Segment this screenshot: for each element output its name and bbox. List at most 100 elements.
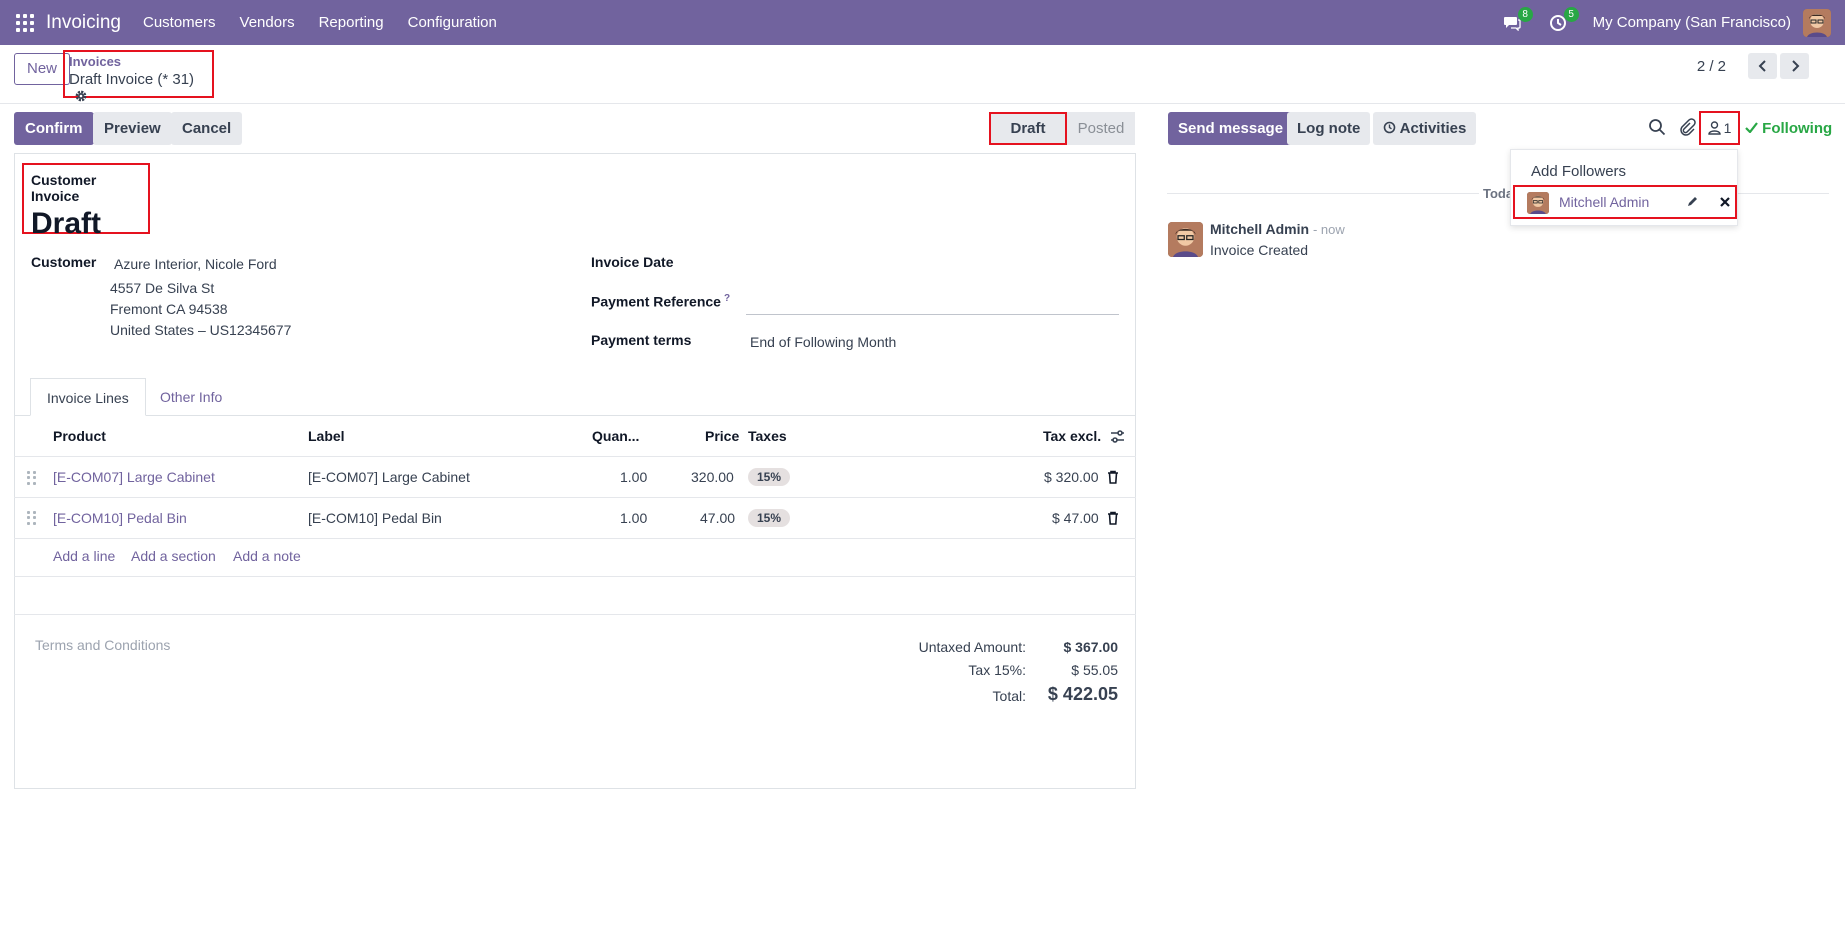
menu-customers[interactable]: Customers [143, 14, 216, 31]
tab-invoice-lines[interactable]: Invoice Lines [30, 378, 146, 416]
app-name[interactable]: Invoicing [46, 11, 121, 33]
table-header-divider [14, 456, 1136, 457]
column-label[interactable]: Label [308, 428, 345, 444]
payment-terms-label: Payment terms [591, 332, 692, 348]
row1-quantity[interactable]: 1.00 [620, 469, 648, 485]
tax-value: $ 55.05 [1071, 662, 1118, 678]
invoice-type: Customer Invoice [31, 172, 97, 204]
followers-button[interactable]: 1 [1699, 111, 1740, 145]
pager-previous-button[interactable] [1748, 53, 1777, 79]
breadcrumb-invoices-link[interactable]: Invoices [69, 54, 122, 69]
activities-badge: 5 [1563, 6, 1579, 22]
add-section-link[interactable]: Add a section [131, 548, 216, 564]
tax-label: Tax 15%: [968, 662, 1026, 678]
follower-avatar [1527, 192, 1549, 214]
row1-product[interactable]: [E-COM07] Large Cabinet [53, 469, 215, 485]
customer-label: Customer [31, 254, 97, 270]
row2-tax-badge[interactable]: 15% [748, 509, 791, 527]
chevron-left-icon [1758, 60, 1766, 72]
menu-reporting[interactable]: Reporting [318, 14, 384, 31]
message-author[interactable]: Mitchell Admin - now [1210, 221, 1345, 237]
messages-icon[interactable]: 8 [1501, 6, 1533, 34]
column-quantity[interactable]: Quan... [592, 428, 640, 444]
paperclip-icon[interactable] [1678, 118, 1698, 138]
new-button[interactable]: New [14, 53, 71, 85]
row-divider [14, 497, 1136, 498]
terms-and-conditions-field[interactable]: Terms and Conditions [35, 637, 171, 653]
menu-configuration[interactable]: Configuration [407, 14, 497, 31]
user-icon [1707, 121, 1721, 135]
message-time: - now [1312, 222, 1345, 237]
help-tooltip-icon[interactable]: ? [723, 293, 731, 304]
pencil-icon[interactable] [1686, 195, 1700, 209]
gear-icon[interactable] [74, 89, 88, 103]
payment-reference-input[interactable] [746, 314, 1119, 315]
follower-item[interactable]: Mitchell Admin [1513, 185, 1737, 219]
check-icon [1745, 122, 1758, 134]
status-draft[interactable]: Draft [989, 112, 1067, 145]
menu-vendors[interactable]: Vendors [239, 14, 295, 31]
send-message-button[interactable]: Send message [1168, 112, 1294, 145]
row2-label[interactable]: [E-COM10] Pedal Bin [308, 510, 442, 526]
cancel-button[interactable]: Cancel [171, 112, 243, 145]
drag-handle-icon[interactable] [27, 511, 37, 525]
row2-trash-icon[interactable] [1107, 511, 1119, 525]
row2-price[interactable]: 47.00 [700, 510, 736, 526]
row2-product[interactable]: [E-COM10] Pedal Bin [53, 510, 187, 526]
followers-count: 1 [1723, 120, 1732, 136]
top-navbar: Invoicing Customers Vendors Reporting Co… [0, 0, 1845, 45]
row1-tax-badge[interactable]: 15% [748, 468, 791, 486]
activities-clock-icon[interactable]: 5 [1547, 6, 1579, 34]
customer-address-line2: Fremont CA 94538 [110, 301, 228, 317]
activities-button-label: Activities [1399, 120, 1467, 137]
messages-badge: 8 [1517, 6, 1533, 22]
row2-quantity[interactable]: 1.00 [620, 510, 648, 526]
untaxed-amount-label: Untaxed Amount: [918, 639, 1026, 655]
confirm-button[interactable]: Confirm [14, 112, 94, 145]
row2-subtotal: $ 47.00 [1052, 510, 1099, 526]
column-price[interactable]: Price [705, 428, 740, 444]
activities-button[interactable]: Activities [1373, 112, 1477, 145]
follower-name[interactable]: Mitchell Admin [1559, 194, 1650, 210]
add-note-link[interactable]: Add a note [233, 548, 301, 564]
clock-icon [1383, 121, 1396, 134]
row-divider [14, 614, 1136, 615]
close-icon[interactable] [1719, 195, 1733, 209]
breadcrumb: Invoices Draft Invoice (* 31) [63, 50, 214, 102]
user-avatar[interactable] [1803, 8, 1831, 37]
column-product[interactable]: Product [53, 428, 106, 444]
column-taxes[interactable]: Taxes [748, 428, 787, 444]
invoice-date-label: Invoice Date [591, 254, 674, 270]
add-line-link[interactable]: Add a line [53, 548, 116, 564]
notebook-tabs: Invoice Lines Other Info [14, 378, 1136, 416]
invoice-title: Customer Invoice Draft [22, 163, 150, 240]
apps-grid-icon[interactable] [16, 13, 34, 32]
search-icon[interactable] [1648, 118, 1668, 138]
control-panel: New Invoices Draft Invoice (* 31) 2 / 2 [0, 45, 1845, 104]
row1-trash-icon[interactable] [1107, 470, 1119, 484]
following-toggle[interactable]: Following [1745, 120, 1832, 137]
payment-terms-field[interactable]: End of Following Month [750, 334, 897, 350]
pager-next-button[interactable] [1780, 53, 1809, 79]
tab-other-info[interactable]: Other Info [160, 389, 223, 405]
row1-price[interactable]: 320.00 [691, 469, 734, 485]
pager-value[interactable]: 2 / 2 [1696, 58, 1726, 75]
column-tax-excl[interactable]: Tax excl. [1043, 428, 1102, 444]
company-switcher[interactable]: My Company (San Francisco) [1592, 14, 1791, 31]
row1-label[interactable]: [E-COM07] Large Cabinet [308, 469, 470, 485]
followers-dropdown: Add Followers Mitchell Admin [1510, 149, 1738, 226]
customer-field[interactable]: Azure Interior, Nicole Ford [114, 256, 277, 272]
row-divider [14, 538, 1136, 539]
row-divider [14, 576, 1136, 577]
status-posted[interactable]: Posted [1067, 112, 1135, 145]
message-author-avatar[interactable] [1168, 222, 1203, 257]
untaxed-amount-value: $ 367.00 [1063, 639, 1119, 655]
drag-handle-icon[interactable] [27, 471, 37, 485]
optional-columns-icon[interactable] [1110, 429, 1125, 448]
customer-address-line3: United States – US12345677 [110, 322, 292, 338]
preview-button[interactable]: Preview [93, 112, 172, 145]
row1-subtotal: $ 320.00 [1044, 469, 1099, 485]
add-followers-item[interactable]: Add Followers [1531, 163, 1627, 180]
breadcrumb-current: Draft Invoice (* 31) [69, 71, 195, 88]
log-note-button[interactable]: Log note [1287, 112, 1371, 145]
